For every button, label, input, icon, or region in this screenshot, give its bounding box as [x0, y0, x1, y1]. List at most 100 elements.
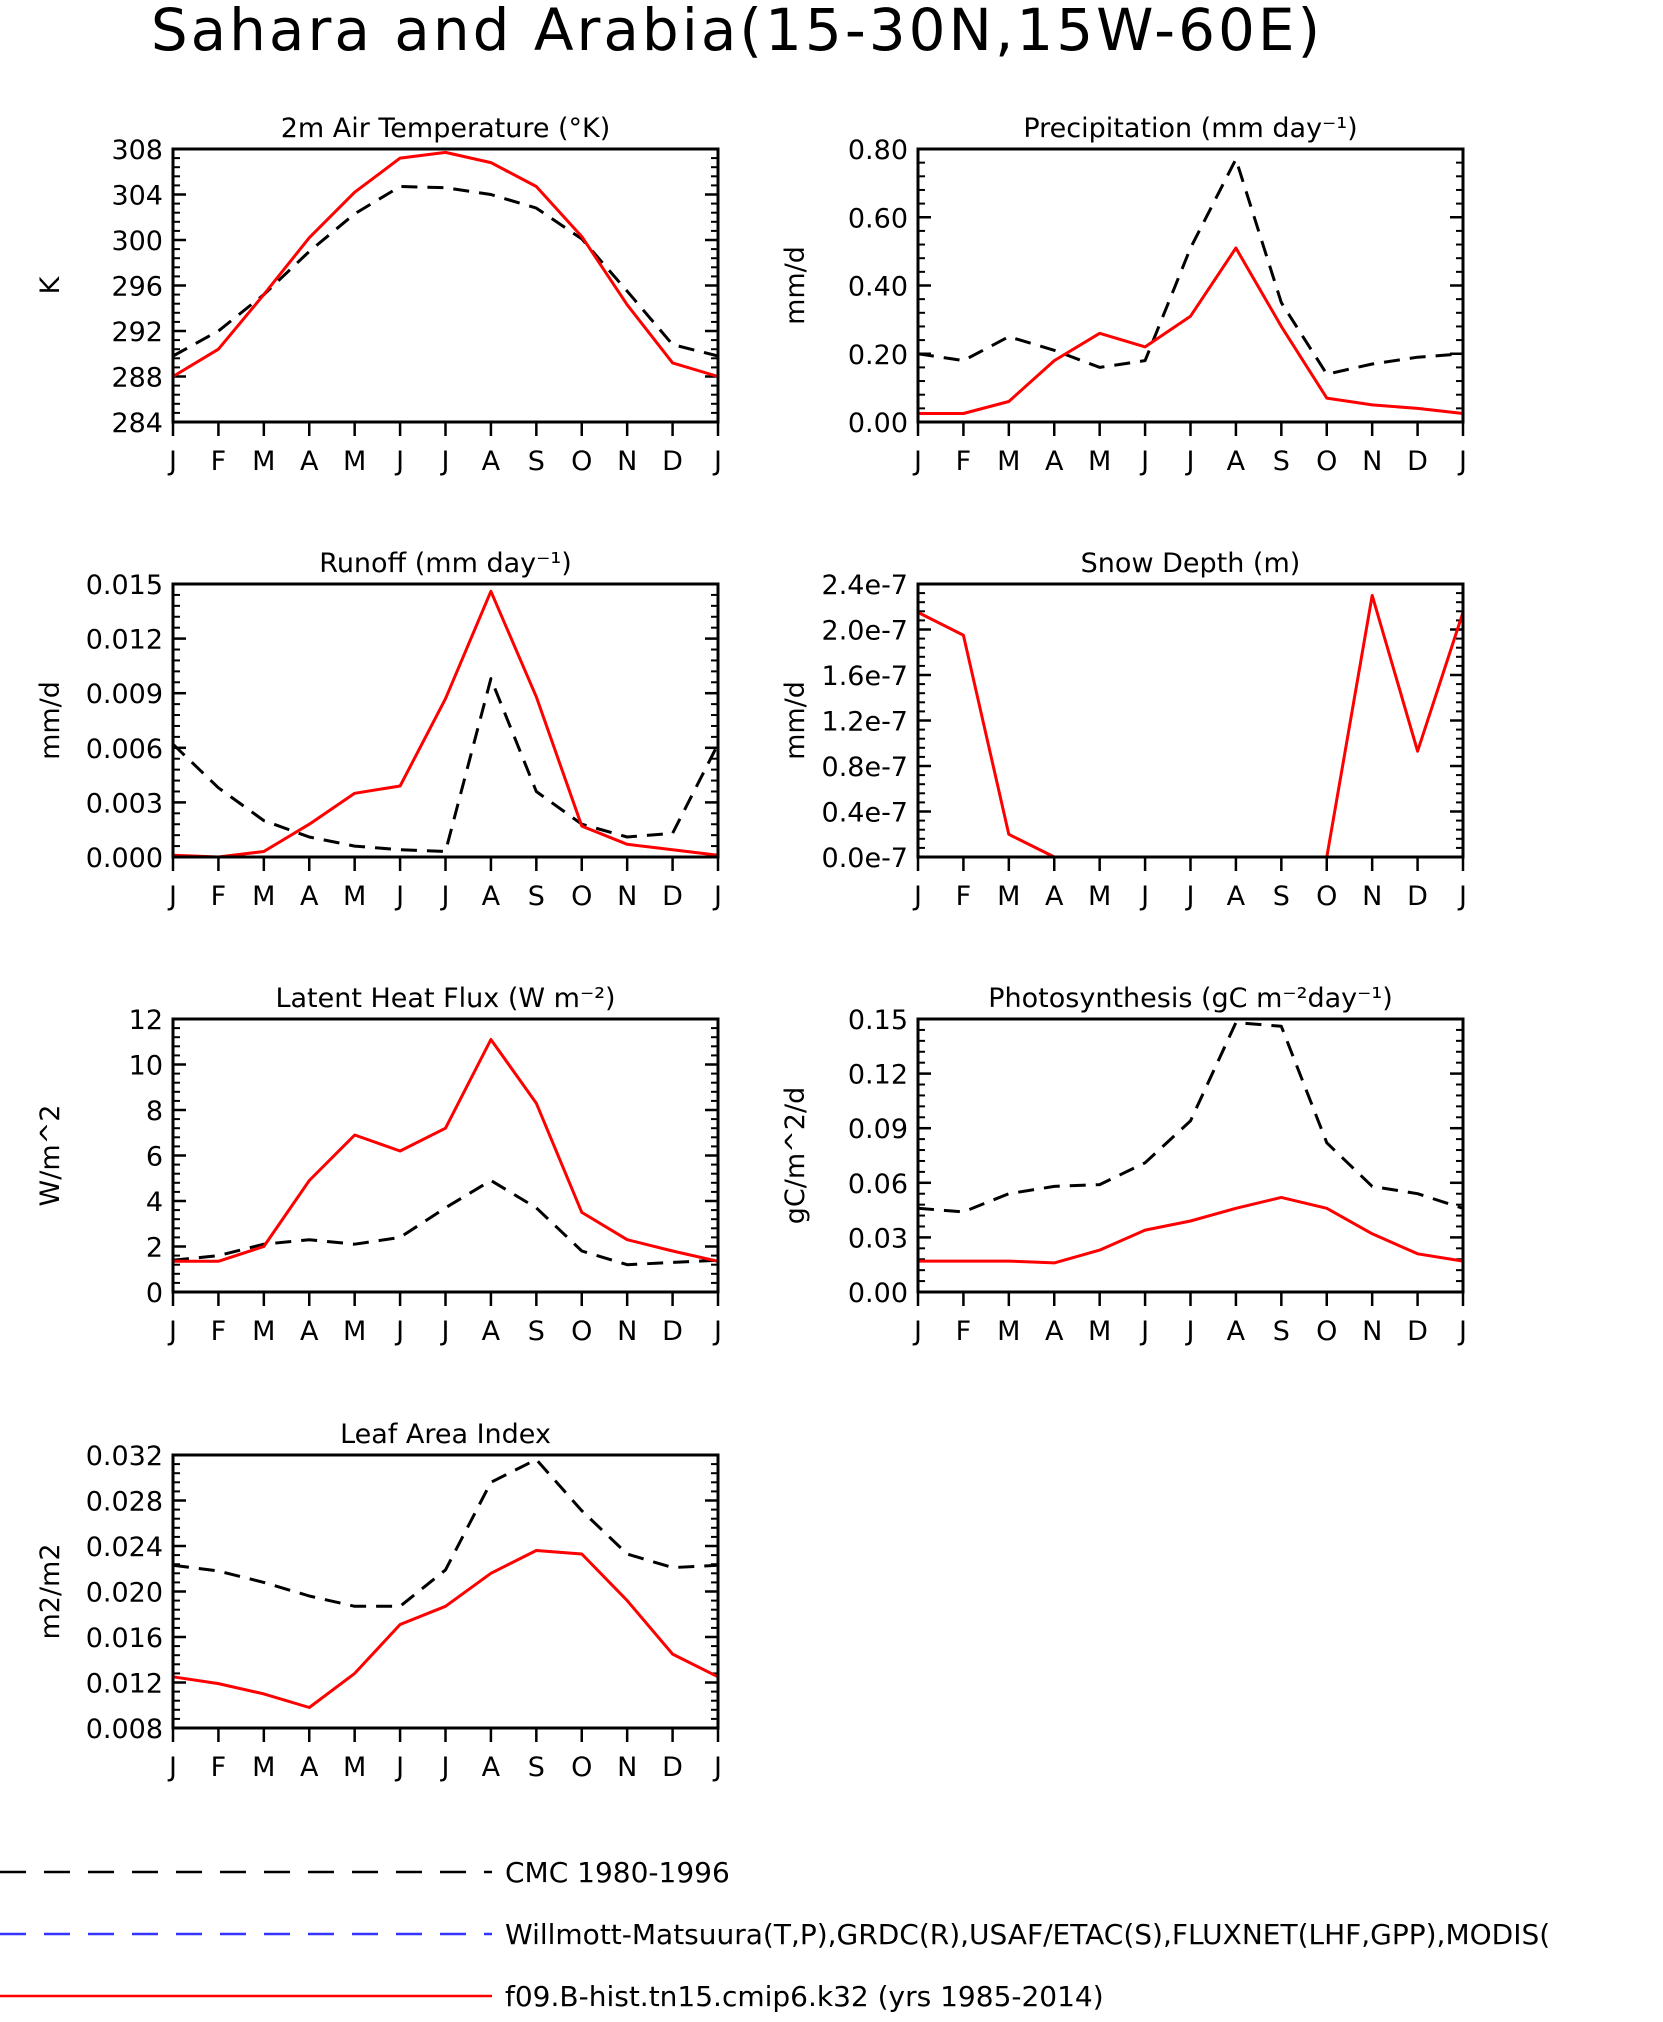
y-axis-label: gC/m^2/d — [780, 1087, 811, 1224]
y-tick-label: 6 — [146, 1142, 163, 1173]
chart-panel: Precipitation (mm day⁻¹) mm/d 0.00 0.20 0.40… — [780, 113, 1467, 477]
obs-series-line — [917, 1021, 1464, 1214]
x-tick-label: A — [1045, 1316, 1064, 1347]
x-tick-label: J — [440, 1316, 450, 1347]
y-tick-label: 0.028 — [86, 1487, 163, 1518]
obs-series-line — [171, 677, 720, 853]
y-axis-label: m2/m2 — [35, 1543, 66, 1639]
x-tick-label: J — [440, 446, 450, 477]
x-tick-label: J — [167, 881, 177, 912]
x-tick-label: N — [1362, 446, 1382, 477]
x-tick-label: F — [211, 881, 227, 912]
chart-title: Snow Depth (m) — [1081, 548, 1301, 579]
y-tick-label: 0.0e-7 — [822, 843, 908, 874]
chart-title: Runoff (mm day⁻¹) — [319, 548, 571, 579]
plot-frame — [171, 582, 720, 859]
y-tick-label: 8 — [146, 1096, 163, 1127]
x-tick-label: F — [956, 446, 972, 477]
legend-label: f09.B-hist.tn15.cmip6.k32 (yrs 1985-2014… — [505, 1980, 1104, 2013]
x-tick-label: M — [1088, 881, 1111, 912]
model-series-line — [172, 150, 719, 378]
x-tick-label: J — [394, 446, 404, 477]
y-axis-label: K — [35, 275, 66, 294]
x-tick-label: J — [1139, 1316, 1149, 1347]
x-tick-label: M — [997, 446, 1020, 477]
legend-label: CMC 1980-1996 — [505, 1856, 730, 1889]
x-tick-label: A — [1045, 446, 1064, 477]
plot-frame — [171, 1017, 720, 1294]
chart-panel: Photosynthesis (gC m⁻²day⁻¹) gC/m^2/d 0.00… — [780, 983, 1467, 1347]
x-tick-label: J — [394, 1316, 404, 1347]
plot-frame — [916, 147, 1465, 424]
chart-title: Latent Heat Flux (W m⁻²) — [275, 983, 615, 1014]
x-tick-label: O — [571, 446, 592, 477]
chart-panel: Leaf Area Index m2/m2 0.008 0.012 0.016 0.020… — [35, 1419, 722, 1783]
y-tick-label: 0.60 — [848, 203, 908, 234]
x-tick-label: J — [167, 1752, 177, 1783]
x-tick-label: N — [1362, 881, 1382, 912]
x-tick-label: A — [482, 1752, 501, 1783]
model-series-line — [918, 1195, 1464, 1265]
model-series-line — [173, 1038, 719, 1263]
obs-series-line — [172, 1179, 719, 1267]
y-axis-label: mm/d — [780, 681, 811, 760]
x-tick-label: N — [617, 446, 637, 477]
y-tick-label: 0.000 — [86, 843, 163, 874]
x-tick-label: J — [440, 881, 450, 912]
x-tick-label: N — [617, 881, 637, 912]
y-tick-label: 0.15 — [848, 1005, 908, 1036]
x-tick-label: A — [482, 1316, 501, 1347]
plot-frame — [916, 582, 1465, 859]
x-tick-label: F — [956, 881, 972, 912]
plot-frame — [171, 1453, 720, 1730]
x-tick-label: N — [617, 1316, 637, 1347]
x-tick-label: M — [343, 446, 366, 477]
y-tick-label: 2.0e-7 — [822, 616, 908, 647]
y-tick-label: 0.8e-7 — [822, 752, 908, 783]
y-tick-label: 0.032 — [86, 1441, 163, 1472]
y-tick-label: 1.2e-7 — [822, 707, 908, 738]
x-tick-label: M — [1088, 446, 1111, 477]
y-tick-label: 0 — [146, 1278, 163, 1309]
x-tick-label: D — [662, 881, 683, 912]
y-tick-label: 0.012 — [86, 1669, 163, 1700]
y-tick-label: 0.20 — [848, 340, 908, 371]
x-tick-label: J — [394, 1752, 404, 1783]
y-tick-label: 0.00 — [848, 408, 908, 439]
y-tick-label: 2 — [146, 1233, 163, 1264]
x-tick-label: F — [211, 1316, 227, 1347]
x-tick-label: A — [1227, 446, 1246, 477]
x-tick-label: O — [1316, 1316, 1337, 1347]
x-tick-label: F — [211, 446, 227, 477]
x-tick-label: O — [571, 1752, 592, 1783]
x-tick-label: A — [482, 881, 501, 912]
y-tick-label: 0.012 — [86, 625, 163, 656]
x-tick-label: A — [300, 446, 319, 477]
x-tick-label: S — [1273, 1316, 1290, 1347]
plot-frame — [171, 147, 720, 424]
y-tick-label: 0.12 — [848, 1060, 908, 1091]
y-tick-label: 0.020 — [86, 1578, 163, 1609]
x-tick-label: A — [1045, 881, 1064, 912]
y-tick-label: 1.6e-7 — [822, 661, 908, 692]
y-tick-label: 4 — [146, 1187, 163, 1218]
x-tick-label: A — [482, 446, 501, 477]
x-tick-label: A — [1227, 881, 1246, 912]
y-tick-label: 0.024 — [86, 1532, 163, 1563]
x-tick-label: J — [712, 881, 722, 912]
x-tick-label: J — [712, 446, 722, 477]
x-tick-label: N — [1362, 1316, 1382, 1347]
obs-series-line — [172, 185, 719, 358]
x-tick-label: N — [617, 1752, 637, 1783]
chart-title: Leaf Area Index — [340, 1419, 551, 1450]
x-tick-label: D — [662, 1316, 683, 1347]
x-tick-label: D — [1407, 446, 1428, 477]
x-tick-label: D — [1407, 881, 1428, 912]
x-tick-label: O — [571, 1316, 592, 1347]
x-tick-label: F — [211, 1752, 227, 1783]
x-tick-label: S — [1273, 881, 1290, 912]
x-tick-label: J — [167, 1316, 177, 1347]
y-tick-label: 0.009 — [86, 679, 163, 710]
x-tick-label: J — [912, 881, 922, 912]
